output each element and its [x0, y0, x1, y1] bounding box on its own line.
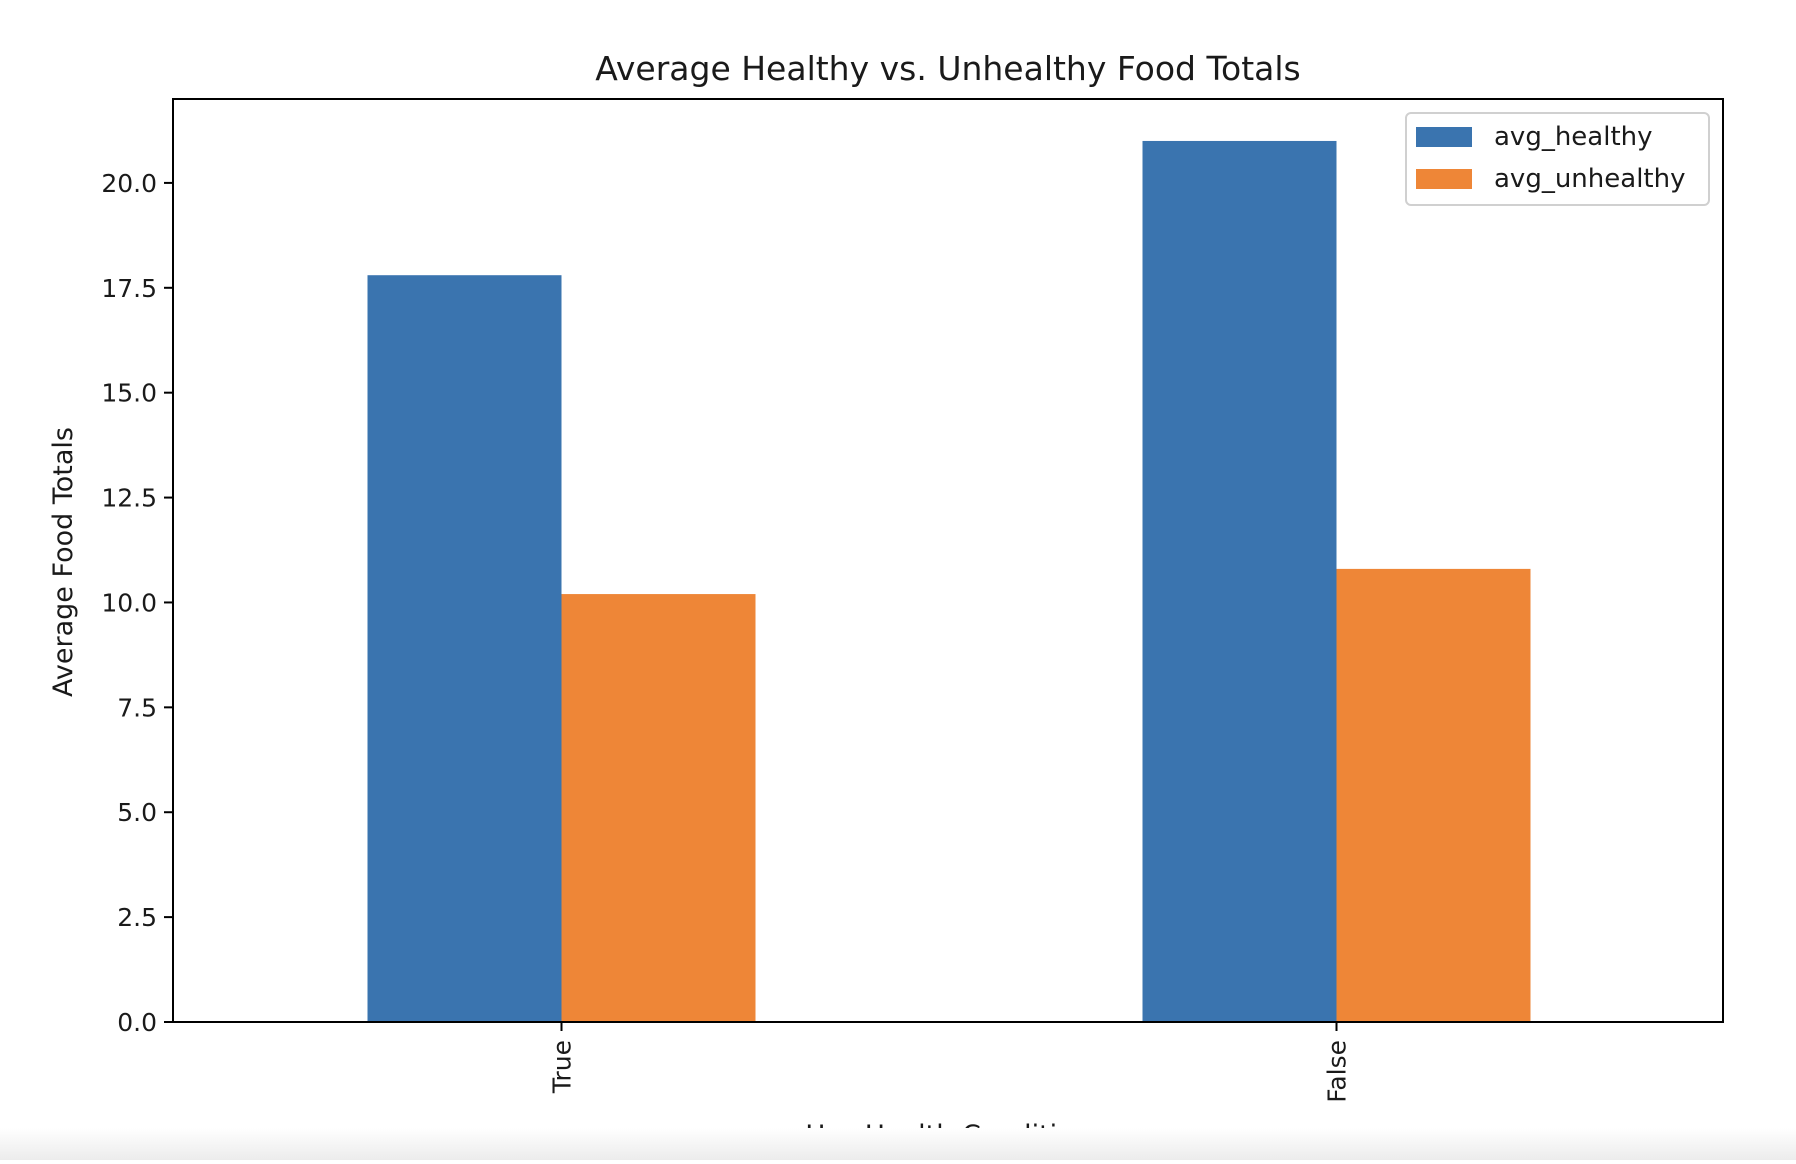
legend-label-avg_unhealthy: avg_unhealthy [1494, 164, 1685, 194]
chart-title: Average Healthy vs. Unhealthy Food Total… [595, 49, 1301, 88]
bar-avg_healthy-false [1142, 140, 1337, 1023]
plot-frame [172, 98, 1724, 1023]
y-tick-label: 5.0 [117, 798, 157, 827]
y-axis-label: Average Food Totals [48, 427, 79, 697]
y-tick-label: 12.5 [101, 484, 157, 513]
legend: avg_healthy avg_unhealthy [1405, 112, 1710, 206]
y-tick-label: 7.5 [117, 693, 157, 722]
legend-swatch-avg_healthy [1416, 127, 1472, 147]
x-tick-label-true: True [548, 1040, 577, 1094]
y-tick-label: 0.0 [117, 1008, 157, 1037]
window-bottom-edge [0, 1128, 1796, 1160]
legend-label-avg_healthy: avg_healthy [1494, 122, 1653, 152]
y-tick-label: 15.0 [101, 379, 157, 408]
y-tick-label: 17.5 [101, 274, 157, 303]
y-tick-label: 10.0 [101, 588, 157, 617]
y-tick-label: 20.0 [101, 169, 157, 198]
x-axis: True False [548, 1022, 1352, 1103]
plot-area [172, 98, 1724, 1023]
bar-avg_unhealthy-true [561, 594, 756, 1022]
y-tick-label: 2.5 [117, 903, 157, 932]
legend-swatch-avg_unhealthy [1416, 169, 1472, 189]
y-axis: 0.0 2.5 5.0 7.5 10.0 12.5 15.0 17.5 20.0 [101, 169, 173, 1037]
bar-avg_healthy-true [367, 275, 562, 1022]
x-tick-label-false: False [1323, 1040, 1352, 1103]
legend-box [1405, 112, 1710, 206]
bar-avg_unhealthy-false [1336, 568, 1531, 1022]
